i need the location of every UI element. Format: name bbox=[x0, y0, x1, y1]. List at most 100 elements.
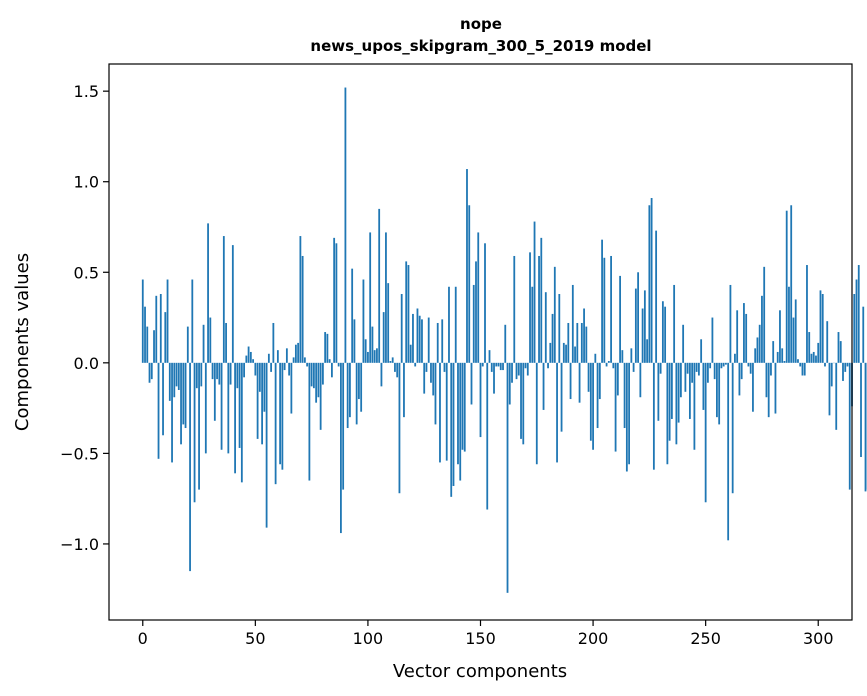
bar-229 bbox=[657, 362, 660, 421]
bar-250 bbox=[704, 362, 707, 503]
bar-11 bbox=[166, 279, 169, 363]
bar-318 bbox=[857, 265, 860, 363]
bar-56 bbox=[267, 353, 270, 363]
bar-291 bbox=[797, 359, 799, 363]
bar-119 bbox=[409, 344, 412, 363]
bar-287 bbox=[788, 286, 790, 363]
bar-95 bbox=[355, 362, 358, 425]
bar-16 bbox=[177, 362, 180, 390]
bar-182 bbox=[551, 313, 554, 363]
bar-284 bbox=[781, 348, 784, 363]
bar-61 bbox=[279, 362, 282, 465]
bar-171 bbox=[526, 362, 529, 376]
bar-152 bbox=[484, 243, 486, 363]
bar-114 bbox=[398, 362, 401, 494]
bar-112 bbox=[394, 362, 396, 372]
bar-264 bbox=[736, 310, 739, 363]
bar-47 bbox=[247, 346, 250, 363]
bar-288 bbox=[790, 205, 793, 363]
bar-124 bbox=[421, 319, 423, 363]
bar-144 bbox=[466, 169, 468, 363]
bar-194 bbox=[578, 362, 581, 403]
bar-84 bbox=[330, 362, 333, 378]
bar-64 bbox=[285, 348, 288, 363]
bar-48 bbox=[249, 351, 252, 363]
bar-33 bbox=[216, 362, 218, 380]
bar-217 bbox=[630, 348, 633, 363]
bars-group bbox=[141, 87, 867, 593]
bar-301 bbox=[819, 290, 822, 363]
bar-218 bbox=[632, 362, 635, 372]
bar-211 bbox=[616, 362, 619, 396]
bar-39 bbox=[229, 362, 232, 385]
bar-103 bbox=[373, 350, 376, 363]
bar-87 bbox=[337, 362, 340, 367]
bar-222 bbox=[641, 308, 644, 363]
bar-110 bbox=[389, 361, 392, 363]
bar-141 bbox=[459, 362, 462, 481]
bar-70 bbox=[299, 236, 302, 363]
bar-277 bbox=[765, 362, 768, 398]
bar-213 bbox=[621, 350, 624, 363]
bar-190 bbox=[569, 362, 572, 400]
bar-259 bbox=[725, 362, 727, 365]
bar-53 bbox=[261, 362, 264, 445]
bar-3 bbox=[148, 362, 151, 383]
bar-127 bbox=[427, 317, 430, 363]
bar-142 bbox=[461, 362, 464, 450]
bar-94 bbox=[353, 319, 356, 363]
bar-206 bbox=[605, 362, 608, 367]
bar-168 bbox=[520, 362, 522, 439]
bar-100 bbox=[367, 351, 369, 363]
bar-154 bbox=[488, 350, 491, 363]
bar-41 bbox=[234, 362, 236, 474]
bar-54 bbox=[263, 362, 266, 412]
x-axis-label: Vector components bbox=[393, 661, 567, 682]
bar-289 bbox=[792, 317, 795, 363]
bar-303 bbox=[824, 362, 826, 367]
bar-17 bbox=[180, 362, 182, 445]
bar-296 bbox=[808, 332, 811, 363]
bar-316 bbox=[853, 294, 856, 363]
bar-271 bbox=[752, 362, 754, 412]
bar-207 bbox=[607, 361, 610, 363]
bar-74 bbox=[308, 362, 311, 481]
bar-136 bbox=[448, 286, 450, 363]
bar-280 bbox=[772, 341, 775, 363]
bar-290 bbox=[794, 299, 797, 363]
bar-282 bbox=[776, 351, 779, 363]
bar-188 bbox=[565, 344, 567, 363]
bar-30 bbox=[209, 317, 212, 363]
y-axis-ticks: −1.0 −0.5 0.0 0.5 1.0 1.5 bbox=[60, 82, 109, 554]
bar-279 bbox=[770, 362, 772, 376]
chart-title-line1: nope bbox=[460, 15, 502, 33]
bar-50 bbox=[254, 362, 257, 376]
bar-79 bbox=[319, 362, 322, 430]
bar-201 bbox=[594, 353, 597, 363]
bar-99 bbox=[364, 339, 367, 363]
bar-196 bbox=[583, 308, 585, 363]
y-axis-label: Components values bbox=[12, 253, 33, 431]
bar-214 bbox=[623, 362, 626, 429]
bar-155 bbox=[490, 362, 493, 372]
bar-7 bbox=[157, 362, 160, 459]
bar-198 bbox=[587, 362, 590, 392]
x-tick-label: 250 bbox=[690, 629, 721, 648]
bar-117 bbox=[405, 261, 408, 363]
bar-129 bbox=[432, 362, 435, 396]
bar-249 bbox=[702, 362, 705, 410]
bar-28 bbox=[204, 362, 207, 454]
bar-238 bbox=[677, 362, 680, 423]
bar-36 bbox=[222, 236, 225, 363]
bar-227 bbox=[652, 362, 655, 470]
bar-317 bbox=[855, 279, 858, 363]
bar-137 bbox=[450, 362, 453, 497]
bar-58 bbox=[272, 322, 275, 363]
bar-160 bbox=[502, 362, 504, 371]
y-tick-label: 0.5 bbox=[74, 263, 99, 282]
bar-304 bbox=[826, 321, 829, 363]
bar-319 bbox=[860, 362, 862, 458]
bar-107 bbox=[382, 312, 385, 363]
bar-205 bbox=[603, 257, 606, 363]
bar-231 bbox=[661, 301, 664, 363]
